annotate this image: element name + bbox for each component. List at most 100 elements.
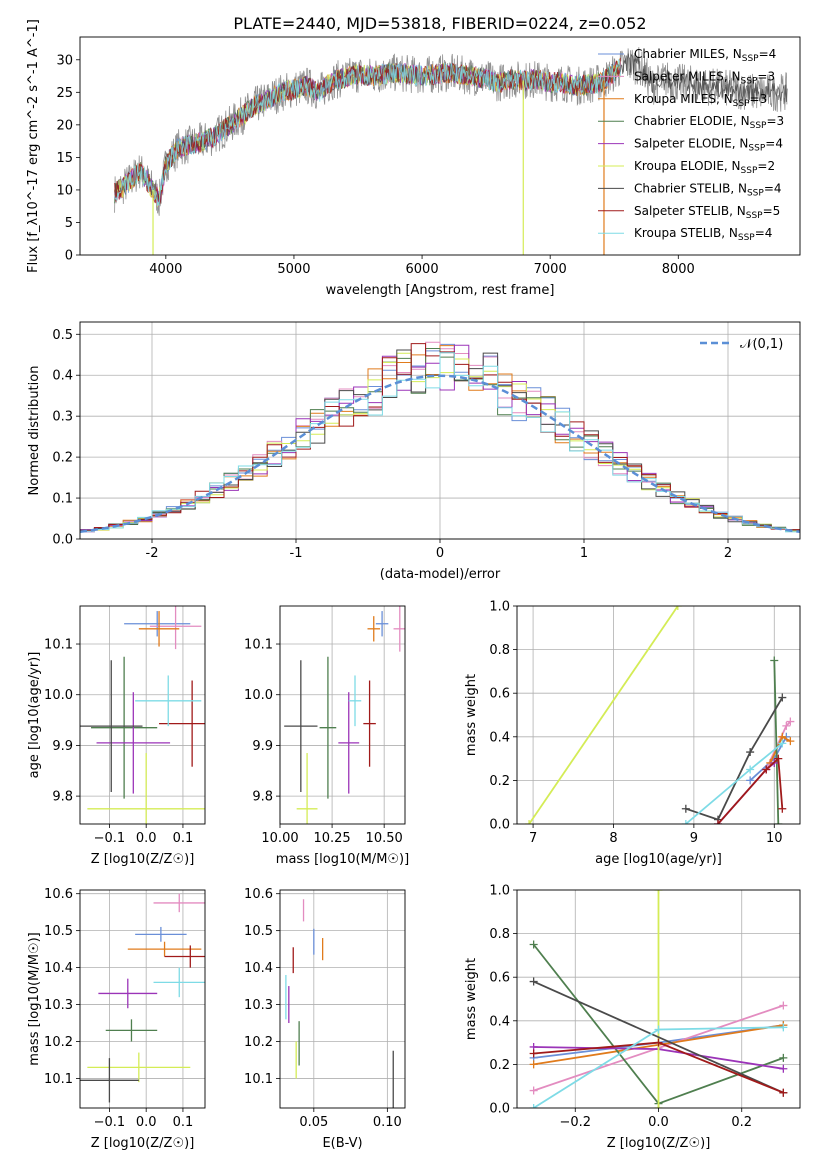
x-tick-label: 4000 xyxy=(149,262,182,277)
y-tick-label: 10.2 xyxy=(44,1035,73,1050)
panel-spectrum: 4000 5000 6000 7000 8000 0 5 10 15 20 25 30 waveleng… xyxy=(26,19,801,298)
figure-title: PLATE=2440, MJD=53818, FIBERID=0224, z=0… xyxy=(233,14,646,33)
weight-marker xyxy=(786,737,795,746)
weight-series-line xyxy=(685,697,784,821)
weight-series-line xyxy=(528,606,679,824)
legend-entry: Salpeter ELODIE, NSSP=4 xyxy=(634,137,783,154)
weight-marker xyxy=(713,820,722,824)
weight-series-line xyxy=(773,660,780,824)
weight-marker xyxy=(529,1086,538,1095)
weight-marker xyxy=(778,804,787,813)
x-tick-label: −0.1 xyxy=(94,831,126,846)
x-tick-label: 0.0 xyxy=(136,1115,157,1130)
weight-marker xyxy=(529,940,538,949)
axes-frame xyxy=(516,605,801,825)
panel-age-vs-Z: −0.1 0.0 0.1 9.8 9.9 10.0 10.1 Z [log10(Z/Z☉)] a… xyxy=(27,605,206,867)
y-axis-label: mass [log10(M/M☉)] xyxy=(27,932,42,1065)
x-tick-label: 10.00 xyxy=(261,831,298,846)
weight-marker xyxy=(654,1104,663,1108)
weight-marker xyxy=(654,1025,663,1034)
y-tick-label: 10.1 xyxy=(44,638,73,653)
y-tick-label: 0.0 xyxy=(52,533,73,548)
y-tick-label: 9.8 xyxy=(52,790,73,805)
weight-marker xyxy=(774,820,783,824)
y-tick-label: 9.9 xyxy=(52,739,73,754)
weight-marker xyxy=(779,1088,788,1097)
axes-frame xyxy=(79,889,206,1109)
x-tick-label: -1 xyxy=(290,546,303,561)
y-tick-label: 1.0 xyxy=(489,600,510,615)
y-tick-label: 10.2 xyxy=(244,1035,273,1050)
weight-series-line xyxy=(717,756,784,824)
weight-marker xyxy=(762,765,771,774)
weight-marker xyxy=(774,754,783,763)
weight-marker xyxy=(746,748,755,757)
x-axis-label: (data-model)/error xyxy=(380,567,501,582)
x-axis-label: Z [log10(Z/Z☉)] xyxy=(91,1136,195,1151)
x-tick-label: −0.2 xyxy=(559,1115,591,1130)
y-tick-label: 0.6 xyxy=(489,971,510,986)
weight-marker xyxy=(786,717,795,726)
y-tick-label: 0.1 xyxy=(52,492,73,507)
legend-entry: Kroupa ELODIE, NSSP=2 xyxy=(634,159,775,176)
y-tick-label: 5 xyxy=(65,216,73,231)
x-tick-label: 9 xyxy=(690,831,698,846)
weight-marker xyxy=(529,1049,538,1058)
weight-marker xyxy=(681,820,690,824)
weight-marker xyxy=(779,1001,788,1010)
y-axis-label: Flux [f_λ10^-17 erg cm^-2 s^-1 A^-1] xyxy=(26,19,41,273)
plot-area-weight-vs-age xyxy=(525,606,795,824)
histogram-series xyxy=(80,352,800,533)
x-tick-label: -2 xyxy=(146,546,159,561)
y-tick-label: 0 xyxy=(65,249,73,264)
legend-entry: Chabrier STELIB, NSSP=4 xyxy=(634,181,782,198)
x-tick-label: 5000 xyxy=(277,262,310,277)
y-tick-label: 0.0 xyxy=(489,818,510,833)
axes-frame xyxy=(79,321,801,540)
legend-entry: Chabrier MILES, NSSP=4 xyxy=(634,47,776,64)
weight-marker xyxy=(529,1060,538,1069)
weight-marker xyxy=(779,1023,788,1032)
y-tick-label: 10.3 xyxy=(44,998,73,1013)
y-tick-label: 0.2 xyxy=(489,774,510,789)
legend-entry: Salpeter MILES, NSSP=3 xyxy=(634,69,775,86)
y-tick-label: 15 xyxy=(56,151,73,166)
x-tick-label: 10 xyxy=(766,831,783,846)
plot-area-mass-vs-Z xyxy=(80,893,205,1103)
spectrum-model-line xyxy=(114,59,621,207)
panel-residuals: -2 -1 0 1 2 0.0 0.1 0.2 0.3 0.4 0.5 (data-model)/er… xyxy=(27,321,801,582)
y-tick-label: 9.8 xyxy=(252,790,273,805)
y-axis-label: age [log10(age/yr)] xyxy=(27,652,42,779)
x-tick-label: 0.0 xyxy=(136,831,157,846)
x-tick-label: 10.25 xyxy=(313,831,350,846)
x-tick-label: 0.2 xyxy=(731,1115,752,1130)
y-tick-label: 0.8 xyxy=(489,643,510,658)
plot-layer: 4000 5000 6000 7000 8000051015202530waveleng… xyxy=(26,19,801,1151)
y-tick-label: 10.0 xyxy=(44,688,73,703)
x-tick-label: −0.1 xyxy=(94,1115,126,1130)
panel-mass-vs-EBV: 0.05 0.10 10.1 10.2 10.3 10.4 10.5 10.6 E(B-V) xyxy=(244,887,406,1151)
y-tick-label: 25 xyxy=(56,86,73,101)
axes-frame xyxy=(279,889,406,1109)
weight-marker xyxy=(778,693,787,702)
weight-marker xyxy=(778,739,787,748)
x-tick-label: 0.05 xyxy=(299,1115,328,1130)
plot-area-weight-vs-Z xyxy=(529,890,788,1108)
weight-marker xyxy=(681,804,690,813)
gaussian-curve xyxy=(80,374,800,534)
x-axis-label: mass [log10(M/M☉)] xyxy=(276,852,409,867)
weight-marker xyxy=(782,721,791,730)
x-axis-label: age [log10(age/yr)] xyxy=(595,852,722,867)
y-tick-label: 0.4 xyxy=(52,369,73,384)
x-axis-label: E(B-V) xyxy=(322,1136,362,1151)
legend-entry: Chabrier ELODIE, NSSP=3 xyxy=(634,114,784,131)
y-tick-label: 10.4 xyxy=(44,961,73,976)
legend-entry: Kroupa STELIB, NSSP=4 xyxy=(634,226,772,243)
weight-marker xyxy=(673,606,682,610)
y-tick-label: 30 xyxy=(56,53,73,68)
plot-area-spectrum xyxy=(114,47,788,255)
y-tick-label: 10 xyxy=(56,183,73,198)
spectrum-legend: Chabrier MILES, NSSP=4 Salpeter MILES, NS… xyxy=(598,47,784,243)
y-tick-label: 0.4 xyxy=(489,1014,510,1029)
x-tick-label: 6000 xyxy=(406,262,439,277)
